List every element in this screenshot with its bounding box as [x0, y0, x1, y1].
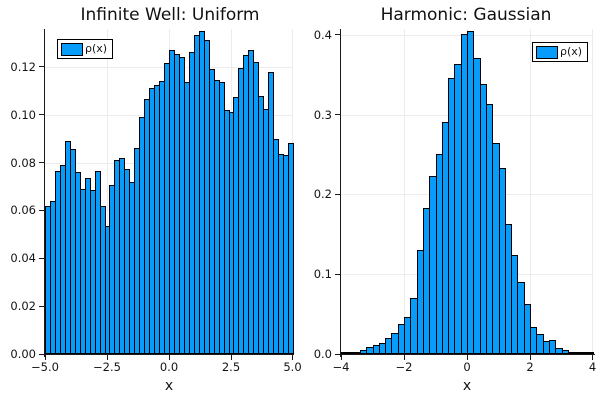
x-axis-tick: [529, 355, 531, 360]
histogram-bar: [288, 143, 294, 354]
x-tick-label: −5.0: [31, 360, 59, 374]
x-axis-tick: [340, 355, 342, 360]
y-axis-tick: [39, 353, 44, 355]
legend-label: ρ(x): [560, 45, 583, 58]
y-axis-tick: [335, 34, 340, 36]
y-tick-label: 0.10: [10, 107, 36, 122]
legend-swatch-icon: [61, 42, 83, 56]
x-tick-label: −2: [395, 360, 413, 374]
y-tick-label: 0.06: [10, 203, 36, 218]
y-axis-tick: [39, 257, 44, 259]
x-axis-spine: [340, 354, 595, 355]
y-tick-label: 0.12: [10, 59, 36, 74]
plot-area-harmonic: 0.0 0.1 0.2 0.3 0.4 −4 −2 0 2 4: [314, 29, 596, 373]
y-axis-tick: [39, 114, 44, 116]
y-tick-label: 0.0: [313, 347, 332, 361]
x-tick-label: 0: [463, 360, 471, 374]
y-axis-tick: [335, 353, 340, 355]
histogram-bar: [549, 340, 556, 354]
x-axis-label-harmonic: x: [462, 378, 472, 394]
legend-swatch-icon: [536, 45, 558, 59]
y-axis-spine: [44, 29, 45, 358]
y-tick-label: 0.3: [313, 107, 332, 122]
x-gridline: [404, 29, 405, 354]
x-gridline: [530, 29, 531, 354]
y-axis-tick: [39, 209, 44, 211]
x-tick-label: 2: [526, 360, 534, 374]
x-gridline: [592, 29, 593, 354]
plot-title-harmonic: Harmonic: Gaussian: [380, 5, 552, 25]
x-gridline: [107, 29, 108, 354]
y-axis-tick: [335, 273, 340, 275]
plot-area-infinite-well: 0.00 0.02 0.04 0.06 0.08 0.10 0.12 −5.0 −2.5 0.0 2…: [10, 29, 302, 373]
x-tick-label: −4: [332, 360, 350, 374]
y-tick-label: 0.1: [313, 267, 332, 282]
x-axis-spine: [44, 354, 295, 355]
x-axis-tick: [466, 355, 468, 360]
y-axis-tick: [39, 305, 44, 307]
histogram-bar: [587, 352, 594, 354]
x-tick-label: 0.0: [159, 360, 179, 374]
plot-title-infinite-well: Infinite Well: Uniform: [80, 5, 260, 25]
x-axis-tick: [168, 355, 170, 360]
y-axis-tick: [335, 193, 340, 195]
x-tick-label: 2.5: [221, 360, 241, 374]
y-tick-label: 0.02: [10, 299, 36, 314]
y-axis-tick: [335, 114, 340, 116]
y-tick-label: 0.4: [313, 27, 332, 42]
x-axis-tick: [44, 355, 46, 360]
legend-label: ρ(x): [85, 42, 108, 55]
x-axis-tick: [403, 355, 405, 360]
x-tick-label: 4: [588, 360, 597, 374]
y-tick-label: 0.00: [10, 347, 36, 361]
y-axis-tick: [39, 66, 44, 68]
x-axis-tick: [292, 355, 293, 360]
x-axis-tick: [106, 355, 108, 360]
legend-infinite-well: ρ(x): [57, 39, 114, 59]
x-axis-tick: [230, 355, 232, 360]
y-axis-tick: [39, 162, 44, 164]
y-tick-label: 0.08: [10, 155, 36, 170]
legend-harmonic: ρ(x): [532, 42, 589, 62]
y-axis-spine: [340, 29, 341, 358]
x-tick-label: −2.5: [93, 360, 121, 374]
y-tick-label: 0.2: [313, 187, 332, 202]
x-axis-label-infinite-well: x: [164, 378, 174, 394]
y-tick-label: 0.04: [10, 251, 36, 266]
x-axis-tick: [592, 355, 593, 360]
x-tick-label: 5.0: [283, 360, 302, 374]
